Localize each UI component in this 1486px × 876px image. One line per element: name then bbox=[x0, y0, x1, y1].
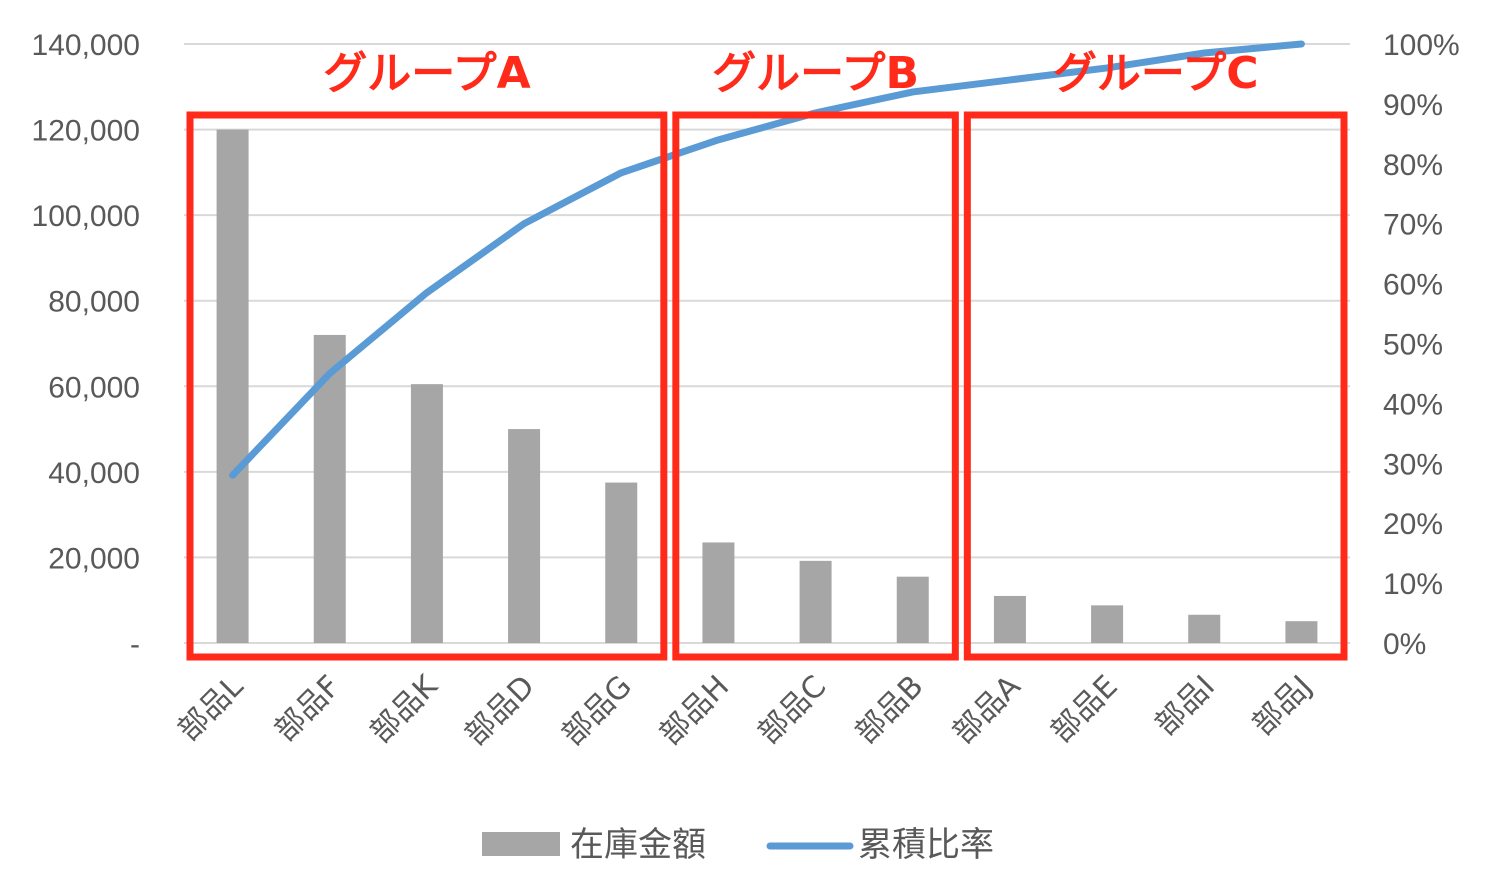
right-tick-label: 80% bbox=[1383, 149, 1443, 182]
category-label: 部品F bbox=[268, 669, 347, 748]
right-tick-label: 10% bbox=[1383, 568, 1443, 601]
legend-bar-swatch bbox=[482, 832, 560, 856]
category-label: 部品H bbox=[653, 669, 736, 752]
category-label: 部品E bbox=[1044, 669, 1125, 750]
group-label: グループC bbox=[1053, 48, 1259, 99]
right-tick-label: 70% bbox=[1383, 209, 1443, 242]
group-boxes: グループA グループB グループC bbox=[186, 48, 1348, 661]
right-tick-label: 90% bbox=[1383, 89, 1443, 122]
bar bbox=[216, 129, 249, 644]
line-series bbox=[229, 40, 1305, 479]
right-tick-label: 20% bbox=[1383, 508, 1443, 541]
category-label: 部品J bbox=[1246, 669, 1319, 742]
group-box bbox=[186, 111, 668, 661]
bar bbox=[1091, 605, 1124, 643]
bar bbox=[702, 542, 735, 643]
right-tick-label: 50% bbox=[1383, 329, 1443, 362]
bar bbox=[410, 384, 443, 643]
group-label: グループA bbox=[323, 48, 530, 99]
left-axis: - 20,000 40,000 60,000 80,000 100,000 120,000 1… bbox=[32, 29, 140, 661]
category-label: 部品C bbox=[751, 669, 833, 751]
right-axis: 0% 10% 20% 30% 40% 50% 60% 70% 80% 90% 100% bbox=[1383, 29, 1460, 661]
category-axis: 部品L 部品F 部品K 部品D 部品G 部品H 部品C 部品B 部品A 部品E 部品I 部品J bbox=[171, 668, 1319, 753]
group-label: グループB bbox=[712, 48, 919, 99]
category-label: 部品D bbox=[458, 669, 542, 753]
right-tick-label: 100% bbox=[1383, 29, 1460, 62]
right-tick-label: 60% bbox=[1383, 269, 1443, 302]
left-tick-label: 40,000 bbox=[48, 457, 140, 490]
left-tick-label: - bbox=[130, 628, 140, 661]
category-label: 部品B bbox=[849, 669, 931, 751]
category-label: 部品L bbox=[171, 669, 250, 748]
right-tick-label: 0% bbox=[1383, 628, 1426, 661]
bar bbox=[1188, 614, 1221, 643]
left-tick-label: 80,000 bbox=[48, 286, 140, 319]
category-label: 部品A bbox=[946, 669, 1028, 751]
bar bbox=[993, 595, 1026, 643]
left-tick-label: 20,000 bbox=[48, 542, 140, 575]
bar bbox=[508, 429, 541, 643]
left-tick-label: 100,000 bbox=[32, 200, 140, 233]
legend-bar-label: 在庫金額 bbox=[570, 825, 706, 865]
category-label: 部品G bbox=[555, 669, 639, 753]
bar bbox=[605, 482, 638, 643]
bar bbox=[1285, 621, 1318, 643]
right-tick-label: 40% bbox=[1383, 388, 1443, 421]
bar bbox=[799, 560, 832, 643]
left-tick-label: 120,000 bbox=[32, 115, 140, 148]
bar bbox=[896, 576, 929, 643]
right-tick-label: 30% bbox=[1383, 448, 1443, 481]
cumulative-line bbox=[229, 40, 1305, 479]
group-box bbox=[672, 111, 959, 661]
left-tick-label: 60,000 bbox=[48, 371, 140, 404]
group-box bbox=[963, 111, 1348, 661]
legend-line-label: 累積比率 bbox=[858, 825, 994, 865]
category-label: 部品I bbox=[1148, 669, 1221, 742]
left-tick-label: 140,000 bbox=[32, 29, 140, 62]
category-label: 部品K bbox=[363, 668, 445, 750]
legend: 在庫金額 累積比率 bbox=[482, 825, 994, 865]
gridlines bbox=[184, 43, 1350, 644]
